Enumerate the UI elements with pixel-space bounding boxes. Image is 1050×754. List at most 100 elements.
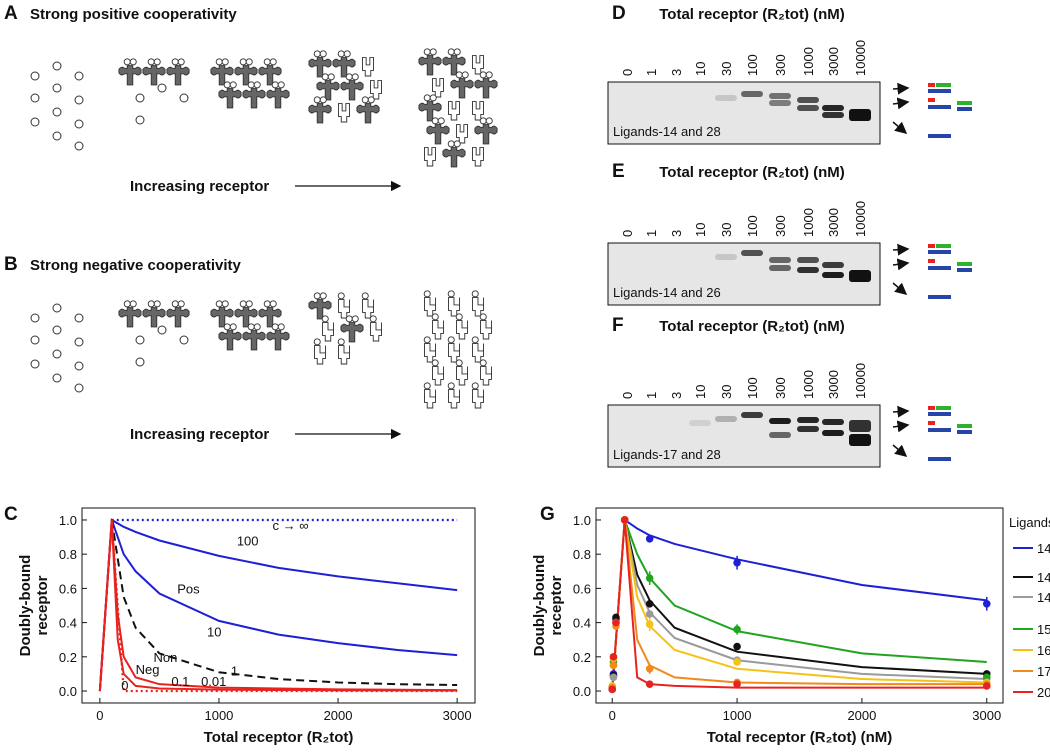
arrow [892,420,910,433]
panel-label: G [540,504,555,525]
y-tick-label: 0.2 [59,650,77,665]
receptor-icon [119,59,141,85]
arrow [892,444,908,457]
y-tick-label: 0.2 [573,650,591,665]
receptor-icon [472,291,483,316]
gel-band [849,109,871,121]
species-icon [957,268,972,272]
gel-band [769,432,791,438]
lane-label: 0 [620,230,635,237]
species-icon [957,430,972,434]
lane-label: 300 [773,377,788,399]
receptor-icon [219,82,241,108]
species-icon [928,295,951,299]
arrow [892,97,910,110]
receptor-icon [443,49,465,75]
gel-band [769,265,791,271]
annotation: 1 [231,664,238,679]
species-icon [936,406,951,410]
y-tick-label: 1.0 [573,513,591,528]
species-icon [936,244,951,248]
fit-curve [611,519,987,692]
panel-label: E [612,161,625,182]
receptor-icon [448,337,459,362]
receptor-icon [472,56,483,74]
legend-label: 16 + 28 [1037,643,1050,658]
schematic [30,49,497,167]
gel-band [822,430,844,436]
panel-label: B [4,254,18,275]
receptor-icon [259,301,281,327]
lane-label: 1 [644,392,659,399]
species-icon [928,244,935,248]
species-icon [957,424,972,428]
lane-label: 30 [719,385,734,399]
data-point [608,685,617,694]
receptor-icon [235,59,257,85]
gel-caption: Ligands-14 and 28 [613,124,721,139]
ligand-icon [157,83,167,93]
receptor-icon [448,291,459,316]
gel-band [822,419,844,425]
receptor-icon [443,141,465,167]
gel-band [689,420,711,426]
ligand-icon [135,335,145,345]
receptor-icon [259,59,281,85]
x-axis-label: Total receptor (R₂tot) [204,729,354,746]
y-axis-label: Doubly-bound [17,555,34,657]
receptor-icon [267,82,289,108]
ligand-icon [30,71,40,81]
data-point [609,661,618,670]
receptor-icon [451,72,473,98]
receptor-icon [235,301,257,327]
ligand-icon [52,107,62,117]
y-tick-label: 0.8 [573,547,591,562]
ligand-icon [30,335,40,345]
species-icon [928,406,935,410]
data-point [733,558,741,567]
gel-band [797,417,819,423]
gel-band [822,262,844,268]
y-tick-label: 0.6 [59,581,77,596]
legend-title: Ligands [1009,515,1050,530]
species-icon [928,428,951,432]
species-icon [936,83,951,87]
gel-band [797,257,819,263]
y-tick-label: 0.0 [573,684,591,699]
legend-label: 20 + 28 [1037,685,1050,700]
gel-band [797,105,819,111]
gel-title: Total receptor (R₂tot) (nM) [659,164,845,181]
ligand-icon [74,119,84,129]
data-point [612,618,620,627]
receptor-icon [333,51,355,77]
x-tick-label: 2000 [847,708,876,723]
lane-label: 0 [620,69,635,76]
species-icon [928,266,951,270]
receptor-icon [448,102,459,120]
receptor-icon [243,324,265,350]
species-icon [957,262,972,266]
gel-band [797,426,819,432]
lane-label: 10000 [853,201,868,237]
lane-label: 10000 [853,40,868,76]
lane-label: 300 [773,54,788,76]
gel-title: Total receptor (R₂tot) (nM) [659,318,845,335]
annotation: 100 [237,534,259,549]
receptor-icon [419,49,441,75]
legend-label: 14 + 26 [1037,590,1050,605]
panel-title: Strong negative cooperativity [30,257,242,274]
gel-caption: Ligands-14 and 26 [613,285,721,300]
receptor-icon [424,148,435,166]
arrow [892,82,910,95]
receptor-icon [167,301,189,327]
data-point [733,658,741,666]
annotation: Neg [136,662,160,677]
receptor-icon [480,314,491,339]
receptor-icon [432,360,443,385]
annotation: 0.01 [201,674,226,689]
receptor-icon [322,316,333,341]
lane-label: 10000 [853,363,868,399]
annotation: 10 [207,624,221,639]
species-icon [928,134,951,138]
species-icon [928,105,951,109]
